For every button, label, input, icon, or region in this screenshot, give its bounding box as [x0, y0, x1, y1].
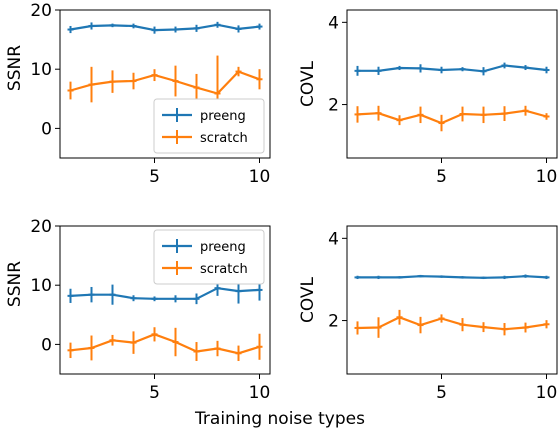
x-tick-label: 5: [149, 383, 160, 403]
series-scratch: [67, 327, 263, 361]
legend-label-preeng: preeng: [200, 109, 246, 124]
y-tick-label: 4: [328, 13, 339, 33]
series-line-preeng: [70, 23, 260, 32]
y-axis-label: COVL: [298, 276, 318, 323]
y-tick-label: 0: [41, 119, 52, 139]
chart-panel-1: 5 10 0 10 20 SSNR preeng scratch: [5, 1, 271, 187]
y-tick-label: 4: [328, 229, 339, 249]
x-tick-label: 10: [249, 383, 271, 403]
series-line-scratch: [70, 70, 260, 95]
legend-box: [153, 229, 265, 285]
series-preeng: [354, 274, 550, 280]
x-tick-label: 5: [149, 167, 160, 187]
shared-x-axis-label: Training noise types: [194, 409, 365, 429]
x-tick-label: 5: [436, 383, 447, 403]
series-scratch: [354, 105, 550, 132]
y-tick-label: 10: [30, 276, 52, 296]
x-tick-label: 5: [436, 167, 447, 187]
y-tick-label: 0: [41, 335, 52, 355]
series-line-scratch: [357, 109, 547, 125]
plot-frame: [59, 9, 271, 159]
y-tick-label: 10: [30, 60, 52, 80]
series-line-scratch: [70, 333, 260, 355]
legend-label-scratch: scratch: [200, 131, 248, 146]
chart-panel-4: 5 10 2 4 COVL: [298, 225, 558, 403]
plot-frame: [346, 225, 558, 375]
series-line-preeng: [357, 64, 547, 73]
y-tick-label: 20: [30, 1, 52, 21]
y-axis-label: COVL: [298, 60, 318, 107]
legend-label-preeng: preeng: [200, 240, 246, 255]
plot-frame: [346, 9, 558, 159]
plot-frame: [59, 225, 271, 375]
series-line-scratch: [357, 316, 547, 331]
y-axis-label: SSNR: [5, 261, 25, 307]
y-tick-label: 2: [328, 96, 339, 116]
series-preeng: [67, 278, 263, 305]
chart-panel-2: 5 10 2 4 COVL: [298, 9, 558, 187]
x-tick-label: 10: [536, 383, 558, 403]
y-tick-label: 2: [328, 312, 339, 332]
legend: preeng scratch: [153, 98, 265, 154]
series-preeng: [354, 62, 550, 76]
y-axis-label: SSNR: [5, 45, 25, 91]
legend-label-scratch: scratch: [200, 262, 248, 277]
series-line-preeng: [70, 287, 260, 300]
x-tick-label: 10: [536, 167, 558, 187]
chart-panel-3: 5 10 0 10 20 SSNR preeng scratch: [5, 217, 271, 403]
legend: preeng scratch: [153, 229, 265, 285]
series-line-preeng: [357, 275, 547, 279]
y-tick-label: 20: [30, 217, 52, 237]
x-tick-label: 10: [249, 167, 271, 187]
series-preeng: [67, 21, 263, 34]
series-scratch: [354, 309, 550, 338]
legend-box: [153, 98, 265, 154]
series-scratch: [67, 55, 263, 132]
